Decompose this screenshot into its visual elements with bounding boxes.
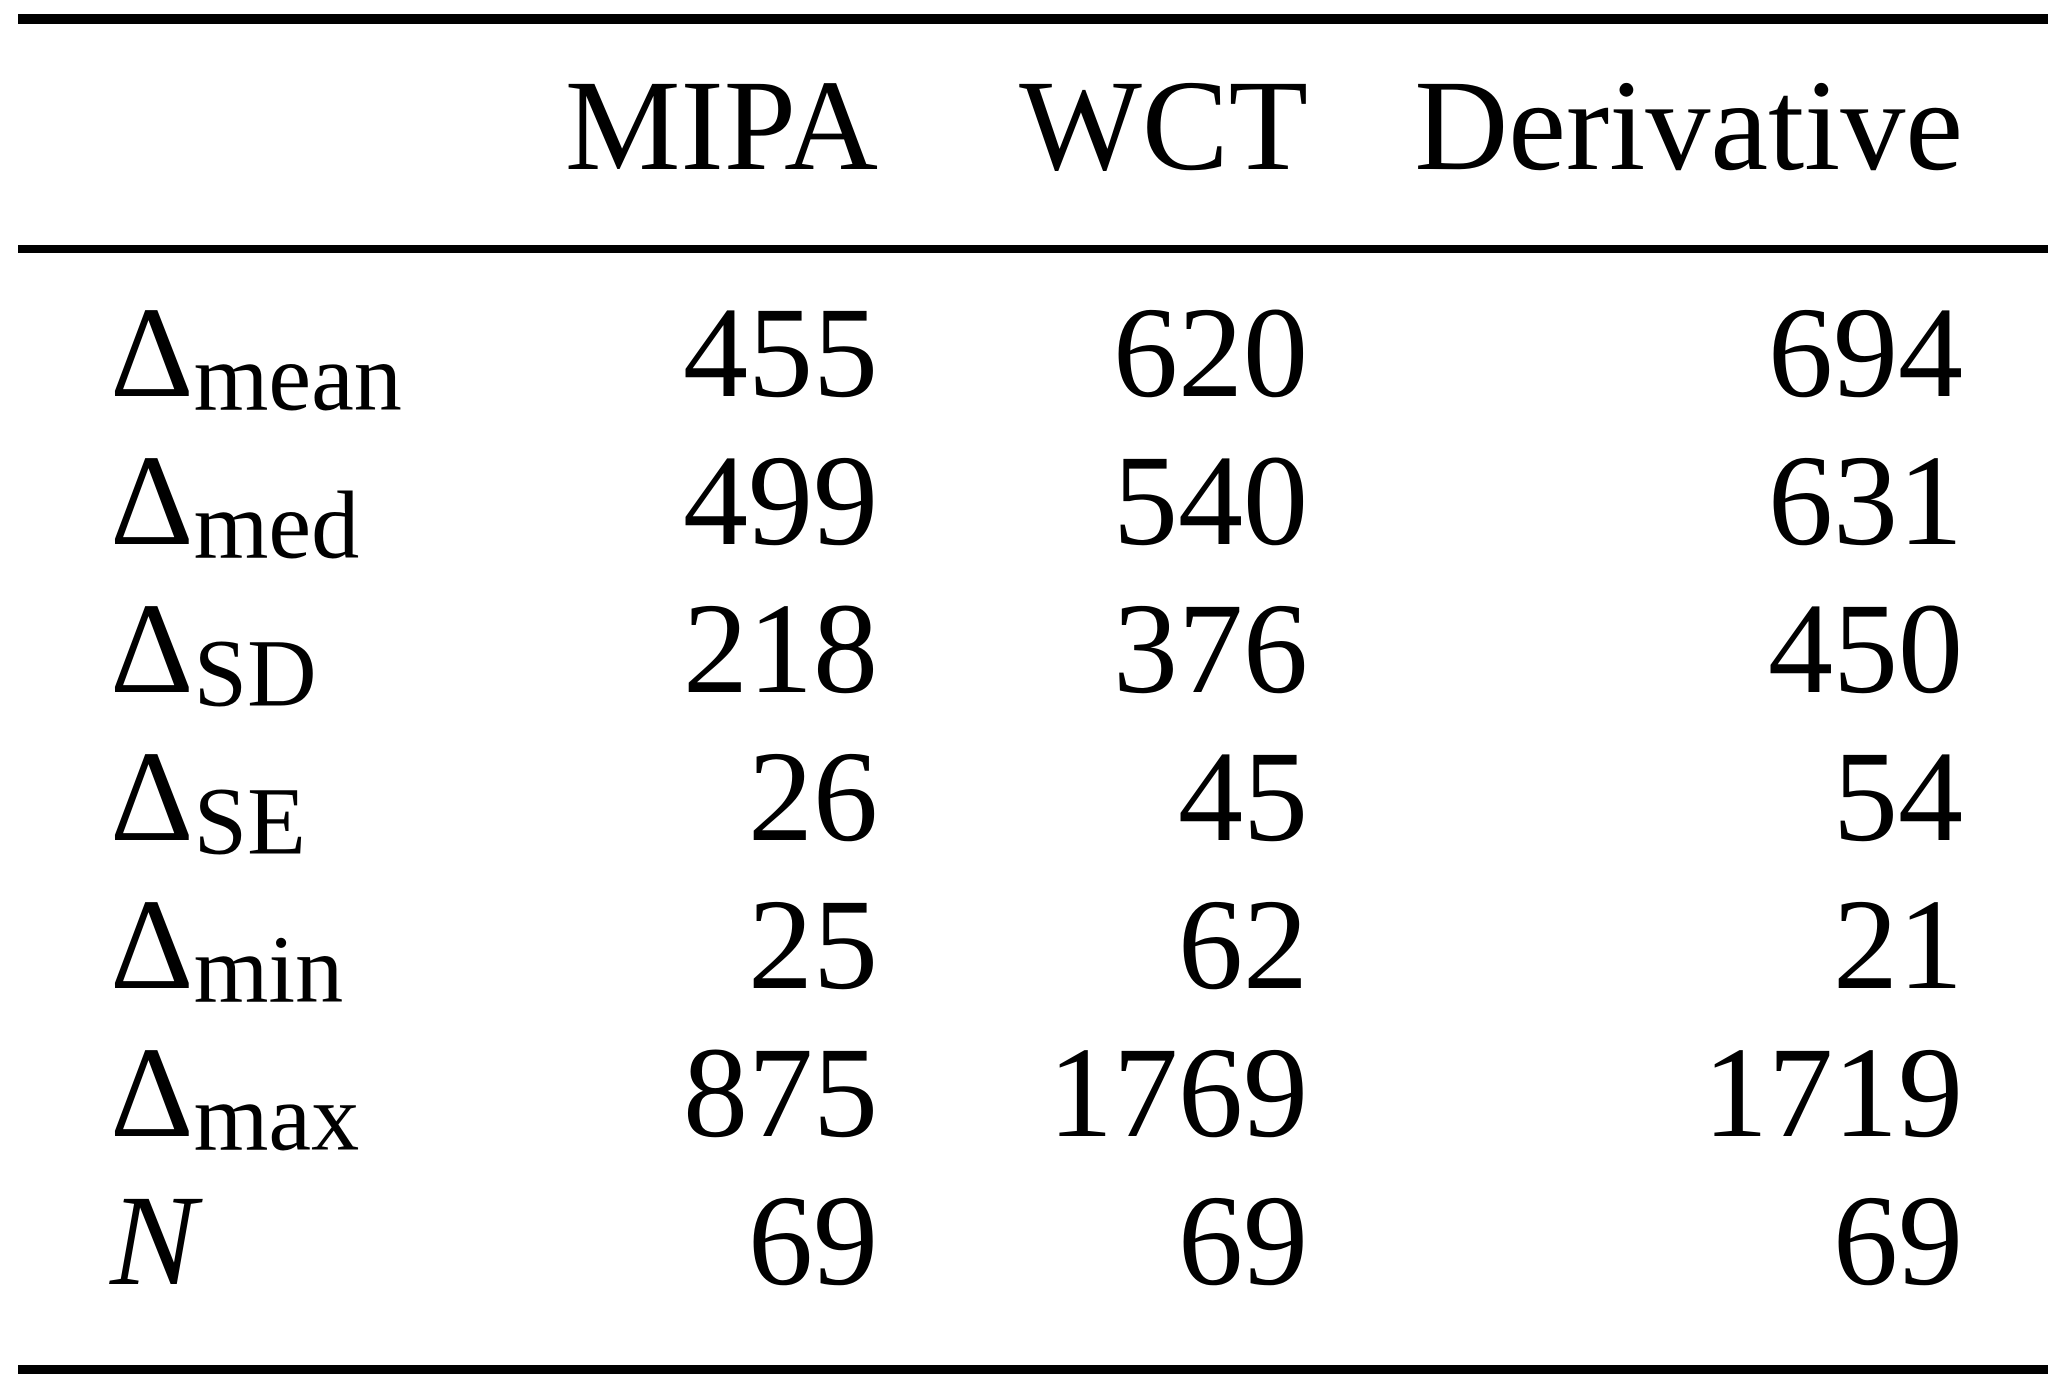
value-cell: 69 xyxy=(1178,1169,1308,1313)
value-cell: 620 xyxy=(1113,281,1308,425)
row-label-subscript: SE xyxy=(193,767,306,875)
value-cell: 1769 xyxy=(1048,1021,1308,1165)
value-cell: 62 xyxy=(1178,873,1308,1017)
row-label: N xyxy=(110,1167,197,1315)
row-label: Δmin xyxy=(110,871,343,1019)
row-label: Δmax xyxy=(110,1019,359,1167)
table-row: Δmin 25 62 21 xyxy=(0,871,2067,1019)
value-cell: 450 xyxy=(1768,577,1963,721)
table-bottom-rule xyxy=(18,1365,2048,1374)
row-label: ΔSD xyxy=(110,575,317,723)
row-label-subscript: max xyxy=(193,1063,360,1171)
value-cell: 455 xyxy=(683,281,878,425)
row-label-symbol: N xyxy=(110,1169,197,1313)
row-label-symbol: Δ xyxy=(110,577,194,721)
table-header-row: MIPA WCT Derivative xyxy=(0,52,2067,200)
column-header-wct: WCT xyxy=(1019,54,1308,198)
row-label: Δmed xyxy=(110,427,359,575)
row-label: ΔSE xyxy=(110,723,306,871)
row-label-symbol: Δ xyxy=(110,1021,194,1165)
value-cell: 1719 xyxy=(1703,1021,1963,1165)
row-label-subscript: med xyxy=(193,471,360,579)
row-label-symbol: Δ xyxy=(110,873,194,1017)
table-row: N 69 69 69 xyxy=(0,1167,2067,1315)
value-cell: 21 xyxy=(1833,873,1963,1017)
value-cell: 25 xyxy=(748,873,878,1017)
row-label-symbol: Δ xyxy=(110,429,194,573)
table-mid-rule xyxy=(18,245,2048,253)
value-cell: 694 xyxy=(1768,281,1963,425)
column-header-derivative: Derivative xyxy=(1414,54,1963,198)
value-cell: 69 xyxy=(1833,1169,1963,1313)
table-row: ΔSD 218 376 450 xyxy=(0,575,2067,723)
row-label-subscript: min xyxy=(193,915,344,1023)
value-cell: 26 xyxy=(748,725,878,869)
value-cell: 875 xyxy=(683,1021,878,1165)
value-cell: 540 xyxy=(1113,429,1308,573)
value-cell: 376 xyxy=(1113,577,1308,721)
column-header-mipa: MIPA xyxy=(564,54,878,198)
value-cell: 54 xyxy=(1833,725,1963,869)
table-row: Δmed 499 540 631 xyxy=(0,427,2067,575)
row-label-symbol: Δ xyxy=(110,281,194,425)
row-label-subscript: SD xyxy=(193,619,317,727)
value-cell: 69 xyxy=(748,1169,878,1313)
value-cell: 631 xyxy=(1768,429,1963,573)
table-row: Δmean 455 620 694 xyxy=(0,279,2067,427)
table-top-rule xyxy=(18,14,2048,24)
row-label-symbol: Δ xyxy=(110,725,194,869)
row-label: Δmean xyxy=(110,279,402,427)
table-row: ΔSE 26 45 54 xyxy=(0,723,2067,871)
value-cell: 45 xyxy=(1178,725,1308,869)
value-cell: 499 xyxy=(683,429,878,573)
row-label-subscript: mean xyxy=(193,323,402,431)
value-cell: 218 xyxy=(683,577,878,721)
table-row: Δmax 875 1769 1719 xyxy=(0,1019,2067,1167)
